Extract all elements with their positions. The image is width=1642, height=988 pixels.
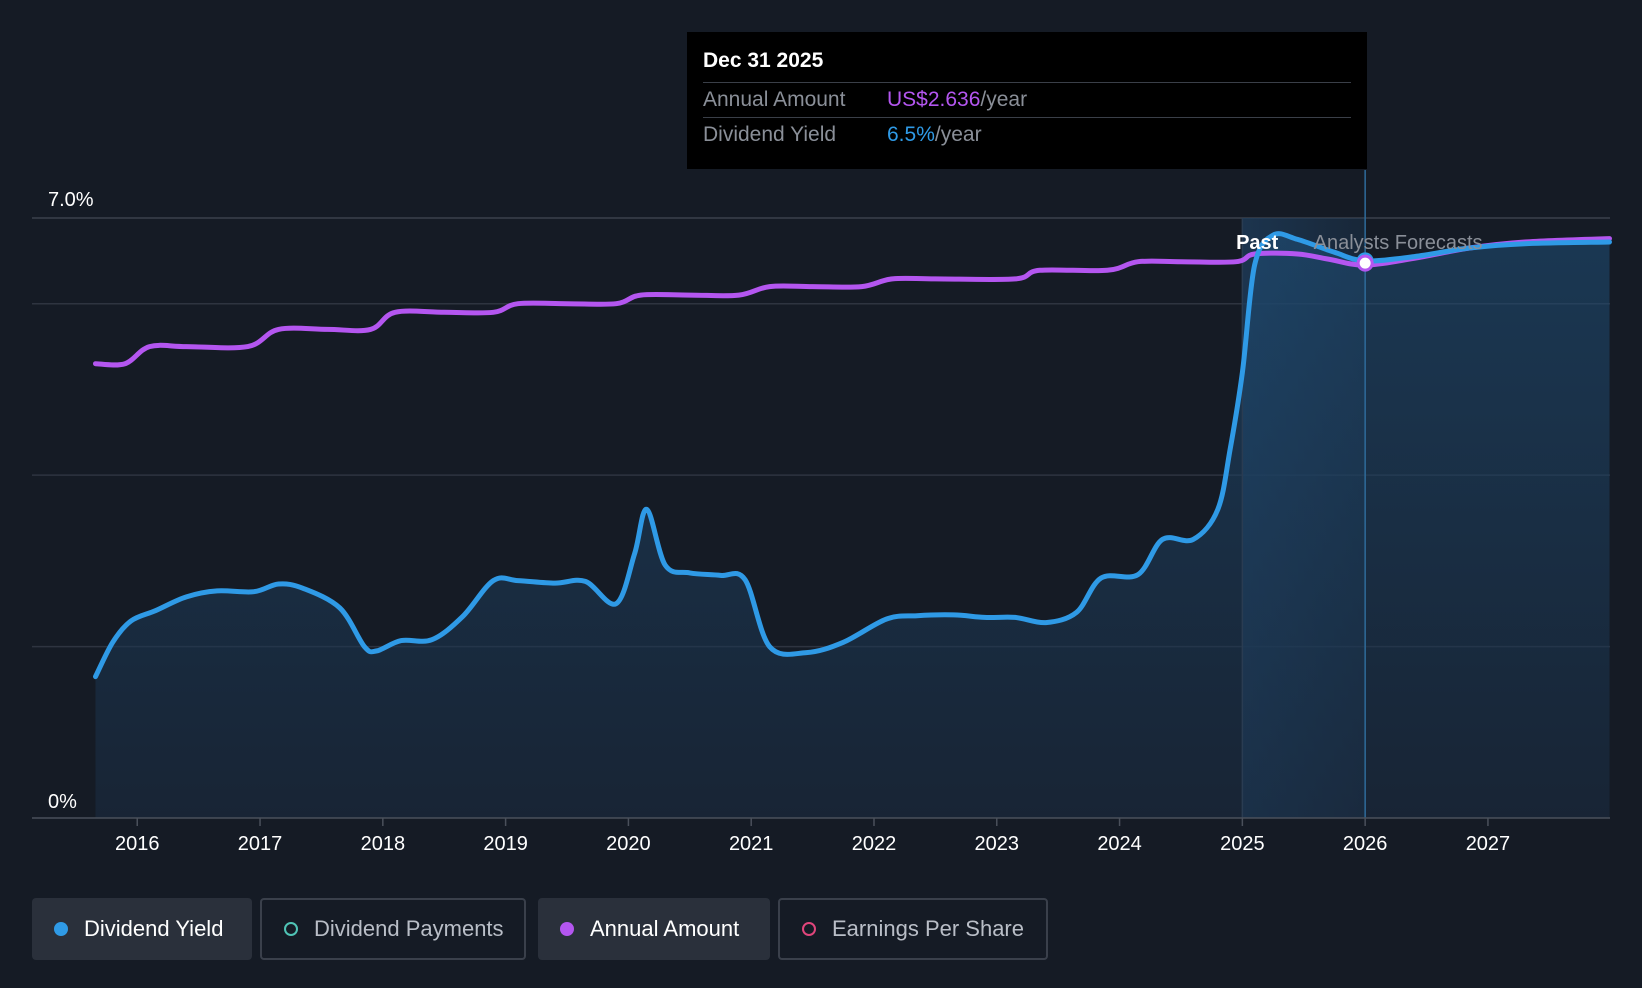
- x-tick-label: 2022: [852, 833, 897, 855]
- tooltip-dividend-yield-label: Dividend Yield: [703, 123, 837, 146]
- x-tick-label: 2016: [115, 833, 160, 855]
- tooltip: Dec 31 2025 Annual Amount US$2.636 /year…: [687, 32, 1367, 169]
- legend-dividend-yield[interactable]: Dividend Yield: [32, 898, 252, 960]
- tooltip-dividend-yield-value: 6.5%: [887, 123, 935, 146]
- x-axis: 2016 2017 2018 2019 2020 2021 2022 2023 2024 2025…: [32, 817, 1610, 855]
- x-tick-label: 2023: [975, 833, 1020, 855]
- tooltip-dividend-yield-row: Dividend Yield 6.5% /year: [703, 117, 1351, 152]
- legend-label: Dividend Yield: [84, 916, 224, 941]
- tooltip-date: Dec 31 2025: [703, 49, 824, 72]
- dividend-yield-dot-icon: [54, 922, 68, 936]
- dividend-yield-area: [95, 233, 1610, 819]
- annual-amount-line[interactable]: [93, 236, 1612, 368]
- legend-label: Annual Amount: [590, 916, 740, 941]
- legend-label: Dividend Payments: [314, 916, 504, 941]
- annual-amount-marker: [1356, 254, 1374, 272]
- legend-annual-amount[interactable]: Annual Amount: [538, 898, 770, 960]
- y-axis: 0% 7.0%: [48, 189, 94, 813]
- x-tick-label: 2017: [238, 833, 283, 855]
- legend-earnings-per-share[interactable]: Earnings Per Share: [778, 898, 1048, 960]
- x-tick-label: 2018: [361, 833, 406, 855]
- y-tick-label: 0%: [48, 791, 77, 813]
- x-tick-label: 2021: [729, 833, 774, 855]
- y-tick-label: 7.0%: [48, 189, 94, 211]
- x-tick-label: 2020: [606, 833, 651, 855]
- forecast-label: Analysts Forecasts: [1314, 232, 1483, 254]
- x-tick-label: 2019: [483, 833, 528, 855]
- legend-dividend-payments[interactable]: Dividend Payments: [260, 898, 526, 960]
- tooltip-annual-amount-value: US$2.636: [887, 88, 981, 111]
- earnings-per-share-dot-icon: [802, 922, 816, 936]
- tooltip-annual-amount-row: Annual Amount US$2.636 /year: [703, 82, 1351, 117]
- dividend-yield-line[interactable]: [93, 231, 1612, 680]
- annual-amount-dot-icon: [560, 922, 574, 936]
- tooltip-annual-amount-unit: /year: [980, 88, 1028, 111]
- legend-label: Earnings Per Share: [832, 916, 1024, 941]
- x-tick-label: 2024: [1097, 833, 1142, 855]
- tooltip-annual-amount-label: Annual Amount: [703, 88, 846, 111]
- dividend-payments-dot-icon: [284, 922, 298, 936]
- past-label: Past: [1236, 232, 1279, 254]
- x-tick-label: 2025: [1220, 833, 1265, 855]
- x-tick-label: 2027: [1466, 833, 1511, 855]
- tooltip-dividend-yield-unit: /year: [934, 123, 982, 146]
- x-tick-label: 2026: [1343, 833, 1388, 855]
